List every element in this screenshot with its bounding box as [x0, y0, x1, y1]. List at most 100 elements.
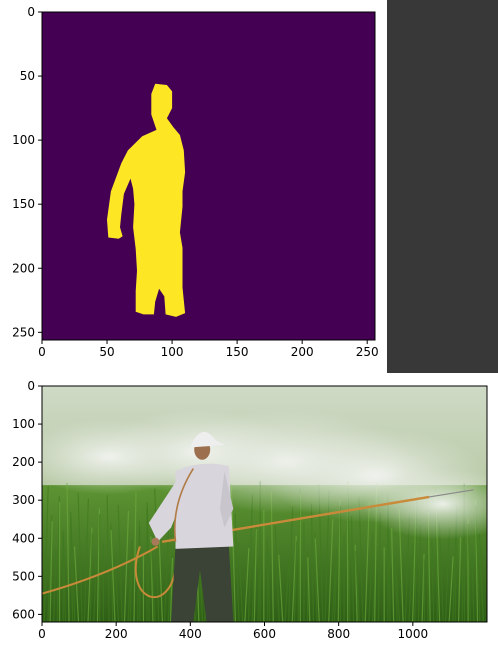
- grass-blade: [93, 562, 97, 622]
- mask-plot: 0 50 100 150 200 250 0 50 100 150 200 250: [12, 5, 379, 359]
- y-tick-label: 200: [12, 261, 35, 275]
- spray-mist: [42, 419, 198, 495]
- farmer-hand: [151, 537, 160, 546]
- grass-blade: [278, 554, 284, 622]
- farmer-right-arm: [220, 470, 234, 528]
- grass-blade: [444, 527, 451, 622]
- dark-side-panel: [387, 0, 498, 373]
- grass-blade: [457, 537, 462, 622]
- grass-blade: [114, 558, 120, 622]
- photo-plot-axes: 0 200 400 600 800 1000 0 100 200 300 400 500 600: [12, 379, 488, 641]
- grass-blade: [328, 519, 334, 622]
- farmer-shirt: [175, 463, 234, 549]
- y-tick-label: 500: [12, 569, 35, 583]
- farmer-trousers: [171, 546, 234, 622]
- mask-background: [42, 12, 375, 340]
- x-tick-label: 250: [356, 345, 379, 359]
- y-tick-label: 0: [27, 5, 35, 19]
- grass-blade: [234, 513, 240, 622]
- grass-blade: [314, 538, 320, 622]
- grass-blade: [331, 548, 337, 622]
- x-tick-label: 100: [161, 345, 184, 359]
- grass-blade: [66, 482, 70, 622]
- grass-blade: [83, 498, 89, 622]
- x-tick-label: 0: [38, 345, 46, 359]
- x-tick-label: 400: [179, 627, 202, 641]
- y-tick-label: 150: [12, 197, 35, 211]
- hose: [42, 545, 159, 595]
- x-tick-label: 200: [105, 627, 128, 641]
- x-tick-label: 800: [327, 627, 350, 641]
- grass-blade: [110, 529, 116, 622]
- grass-blade: [310, 503, 315, 622]
- grass-blade: [62, 536, 67, 622]
- grass-blade: [284, 560, 290, 622]
- grass-blade: [129, 545, 133, 622]
- x-tick-label: 150: [226, 345, 249, 359]
- y-tick-label: 250: [12, 325, 35, 339]
- grass-blade: [73, 546, 80, 622]
- axes-frame: [41, 11, 376, 341]
- farmer-cap: [191, 431, 225, 448]
- grass-blade: [354, 550, 360, 622]
- mask-image: [42, 12, 375, 340]
- grass-blade: [247, 494, 254, 622]
- y-tick-label: 0: [27, 379, 35, 393]
- grass-blade: [368, 531, 374, 622]
- grass-blade: [377, 512, 381, 622]
- grass-blade: [154, 488, 160, 622]
- person-mask-region: [107, 83, 186, 317]
- grass-blade: [238, 542, 244, 622]
- grass-blade: [391, 528, 395, 622]
- photo-plot: 0 200 400 600 800 1000 0 100 200 300 400 500 600: [0, 373, 498, 653]
- grass-blade: [288, 506, 294, 622]
- y-tick-label: 400: [12, 531, 35, 545]
- photo-plot-svg: 0 200 400 600 800 1000 0 100 200 300 400 500 600: [12, 379, 488, 641]
- grass-blade: [307, 557, 311, 622]
- grass-blade: [467, 524, 471, 622]
- x-tick-label: 0: [38, 627, 46, 641]
- spray-mist: [362, 468, 487, 540]
- y-tick-label: 50: [20, 69, 35, 83]
- grass-blade: [431, 540, 435, 622]
- grass-blade: [394, 562, 401, 622]
- grass-blade: [70, 517, 76, 622]
- grass-blade: [478, 534, 484, 622]
- grass-blade: [146, 507, 150, 622]
- y-tick-label: 600: [12, 607, 35, 621]
- grass-blade: [417, 524, 422, 622]
- grass-blade: [230, 561, 234, 622]
- grass-blade: [42, 613, 43, 622]
- grass-blade: [448, 556, 454, 622]
- y-tick-label: 100: [12, 417, 35, 431]
- grass-blade: [123, 510, 130, 622]
- y-tick-label: 200: [12, 455, 35, 469]
- grass-blade: [43, 486, 49, 622]
- grass-blade: [253, 529, 257, 622]
- y-tick-label: 100: [12, 133, 35, 147]
- grass-blade: [244, 548, 250, 622]
- grass-blade: [169, 558, 174, 622]
- grass-blade: [350, 515, 355, 622]
- grass-blade: [291, 535, 297, 622]
- x-tick-label: 1000: [398, 627, 429, 641]
- grass-blade: [117, 505, 123, 622]
- grass-blade: [49, 520, 53, 622]
- grass-blade: [106, 495, 110, 622]
- grass-blade: [293, 541, 298, 622]
- sprayer-strap: [174, 468, 194, 542]
- grass-blade: [150, 542, 156, 622]
- grass-blade: [333, 553, 338, 622]
- x-tick-label: 50: [99, 345, 114, 359]
- grass-blade: [47, 515, 53, 622]
- grass-blade: [471, 553, 475, 622]
- grass-blade: [267, 544, 271, 622]
- grass-blade: [274, 525, 280, 622]
- grass-blade: [53, 549, 57, 622]
- y-tick-label: 300: [12, 493, 35, 507]
- hose-loop: [134, 546, 177, 599]
- grass-blade: [77, 492, 83, 622]
- grass-blade: [251, 523, 257, 622]
